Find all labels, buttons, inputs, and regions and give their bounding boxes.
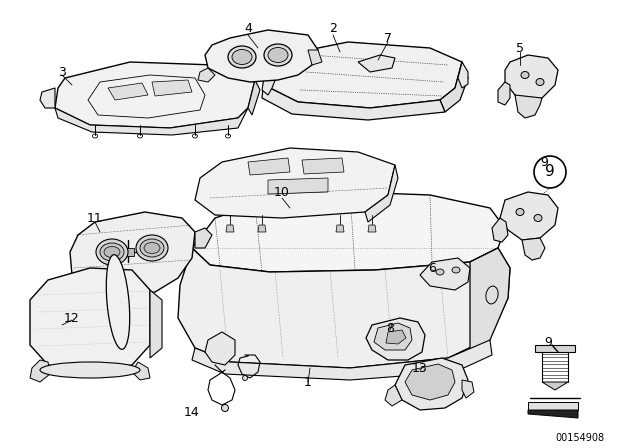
Polygon shape [498,82,510,105]
Polygon shape [30,268,150,372]
Polygon shape [108,83,148,100]
Polygon shape [248,158,290,175]
Polygon shape [40,88,55,108]
Polygon shape [48,298,62,315]
Polygon shape [358,55,395,72]
Polygon shape [262,68,276,95]
Ellipse shape [516,208,524,215]
Polygon shape [122,248,134,256]
Ellipse shape [268,47,288,63]
Polygon shape [492,218,508,242]
Polygon shape [500,192,558,240]
Text: 13: 13 [412,362,428,375]
Text: 1: 1 [304,375,312,388]
Polygon shape [30,360,50,382]
Ellipse shape [452,267,460,273]
Polygon shape [192,340,492,380]
Polygon shape [55,62,255,128]
Ellipse shape [534,215,542,221]
Polygon shape [365,165,398,222]
Ellipse shape [106,254,130,349]
Text: 10: 10 [274,185,290,198]
Polygon shape [336,225,344,232]
Polygon shape [152,80,192,96]
Polygon shape [205,332,235,365]
Polygon shape [60,275,78,308]
Ellipse shape [436,269,444,275]
Ellipse shape [144,242,160,254]
Text: 9: 9 [545,164,555,180]
Polygon shape [368,225,376,232]
Text: 12: 12 [64,311,80,324]
Ellipse shape [100,243,124,261]
Ellipse shape [221,405,228,412]
Text: 9: 9 [544,336,552,349]
Ellipse shape [140,239,164,257]
Polygon shape [258,225,266,232]
Ellipse shape [534,156,566,188]
Text: 3: 3 [58,65,66,78]
Polygon shape [226,225,234,232]
Polygon shape [505,55,558,102]
Polygon shape [462,380,474,398]
Text: 6: 6 [428,262,436,275]
Polygon shape [515,95,542,118]
Polygon shape [366,318,425,360]
Ellipse shape [232,49,252,65]
Ellipse shape [243,375,248,380]
Ellipse shape [264,44,292,66]
Text: 5: 5 [516,42,524,55]
Polygon shape [405,364,455,400]
Polygon shape [262,68,445,120]
Text: 7: 7 [384,31,392,44]
Polygon shape [308,50,322,65]
Polygon shape [385,385,402,406]
Polygon shape [195,148,395,218]
Polygon shape [205,30,318,82]
Ellipse shape [228,46,256,68]
Polygon shape [248,80,260,115]
Ellipse shape [521,72,529,78]
Text: 14: 14 [184,405,200,418]
Text: 9: 9 [540,155,548,168]
Polygon shape [522,238,545,260]
Polygon shape [268,178,328,194]
Text: 11: 11 [87,211,103,224]
Text: 2: 2 [329,22,337,34]
Polygon shape [535,345,575,352]
Polygon shape [132,362,150,380]
Text: 8: 8 [386,322,394,335]
Polygon shape [458,62,468,88]
Ellipse shape [536,78,544,86]
Polygon shape [55,108,248,135]
Polygon shape [198,68,215,82]
Text: 4: 4 [244,22,252,34]
Text: 00154908: 00154908 [556,433,605,443]
Polygon shape [470,248,510,358]
Polygon shape [150,290,162,358]
Ellipse shape [104,246,120,258]
Polygon shape [374,323,412,350]
Polygon shape [528,402,578,410]
Ellipse shape [136,235,168,261]
Ellipse shape [40,362,140,378]
Polygon shape [302,158,344,174]
Polygon shape [542,382,568,390]
Polygon shape [420,258,470,290]
Polygon shape [270,42,462,108]
Polygon shape [528,410,578,418]
Polygon shape [192,192,505,272]
Polygon shape [395,358,468,410]
Ellipse shape [96,239,128,265]
Polygon shape [440,62,468,112]
Polygon shape [386,330,406,344]
Polygon shape [70,212,195,298]
Polygon shape [195,228,212,248]
Polygon shape [178,248,510,368]
